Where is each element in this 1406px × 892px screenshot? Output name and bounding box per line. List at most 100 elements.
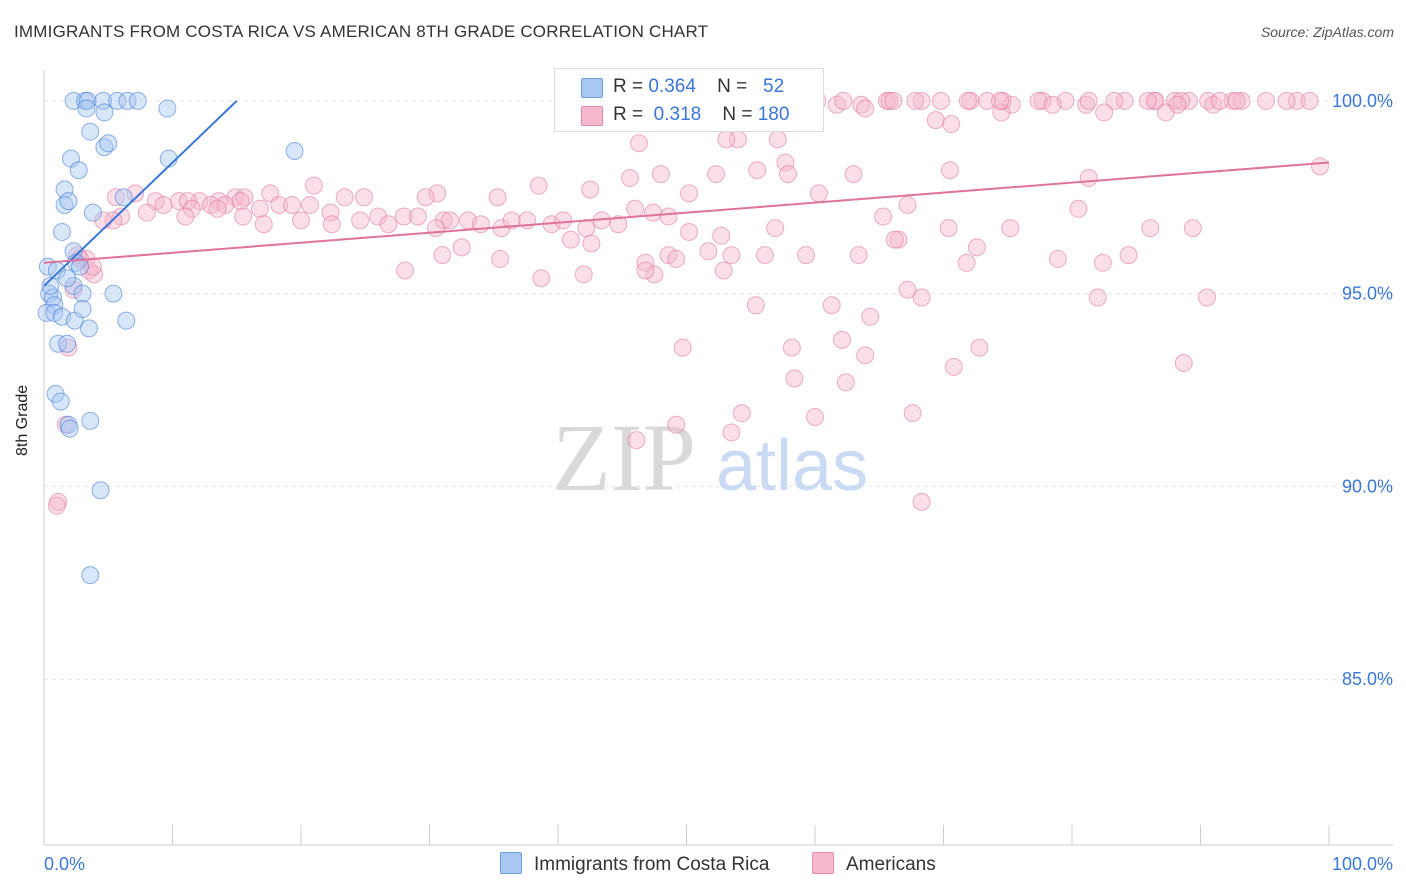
costa-rica-point <box>99 134 118 153</box>
americans-point <box>636 253 655 272</box>
americans-trend-line <box>43 161 1330 264</box>
americans-point <box>1105 91 1124 110</box>
americans-point <box>126 184 145 203</box>
americans-point <box>1179 91 1198 110</box>
x-tick-label: 0.0% <box>44 854 85 874</box>
americans-point <box>849 246 868 265</box>
americans-point <box>967 238 986 257</box>
americans-point <box>47 496 66 515</box>
r-value: 0.364 <box>648 76 696 97</box>
americans-point <box>1138 91 1157 110</box>
americans-point <box>64 280 83 299</box>
americans-point <box>300 195 319 214</box>
americans-point <box>1232 91 1251 110</box>
americans-point <box>768 130 787 149</box>
americans-point <box>1227 91 1246 110</box>
americans-point <box>1095 103 1114 122</box>
americans-point <box>680 222 699 241</box>
americans-point <box>1146 91 1165 110</box>
costa-rica-point <box>64 276 83 295</box>
americans-point <box>766 219 785 238</box>
costa-rica-point <box>128 91 147 110</box>
americans-point <box>379 215 398 234</box>
americans-point <box>898 280 917 299</box>
americans-point <box>874 207 893 226</box>
costa-rica-point <box>37 303 56 322</box>
americans-point <box>304 176 323 195</box>
americans-point <box>1115 91 1134 110</box>
americans-point <box>106 188 125 207</box>
n-label: N = <box>722 104 753 125</box>
y-tick-label: 85.0% <box>1342 669 1393 689</box>
americans-point <box>554 211 573 230</box>
costa-rica-point <box>108 91 127 110</box>
americans-point <box>651 165 670 184</box>
americans-point <box>644 203 663 222</box>
americans-point <box>746 296 765 315</box>
americans-point <box>283 195 302 214</box>
americans-point <box>717 130 736 149</box>
americans-point <box>885 230 904 249</box>
americans-point <box>1002 95 1021 114</box>
americans-point <box>1079 91 1098 110</box>
americans-point <box>880 91 899 110</box>
bottom-legend-costa-rica: Immigrants from Costa Rica <box>500 852 769 876</box>
americans-point <box>561 230 580 249</box>
americans-point <box>834 91 853 110</box>
americans-point <box>939 219 958 238</box>
americans-point <box>434 211 453 230</box>
americans-point <box>1069 199 1088 218</box>
costa-rica-point <box>73 284 92 303</box>
americans-point <box>182 199 201 218</box>
americans-point <box>137 203 156 222</box>
americans-point <box>722 246 741 265</box>
americans-point <box>667 249 686 268</box>
costa-rica-point <box>117 311 136 330</box>
americans-point <box>629 134 648 153</box>
costa-rica-point <box>58 334 77 353</box>
americans-point <box>912 288 931 307</box>
y-tick-label: 90.0% <box>1342 476 1393 496</box>
y-tick-label: 100.0% <box>1332 91 1393 111</box>
r-label: R = <box>613 76 644 97</box>
americans-point <box>1277 91 1296 110</box>
r-label: R = <box>613 104 644 125</box>
americans-point <box>782 338 801 357</box>
americans-point <box>433 246 452 265</box>
americans-point <box>861 307 880 326</box>
americans-point <box>335 188 354 207</box>
americans-point <box>958 91 977 110</box>
americans-point <box>673 338 692 357</box>
axes <box>43 70 1393 846</box>
americans-point <box>471 215 490 234</box>
costa-rica-point <box>77 99 96 118</box>
americans-point <box>1001 219 1020 238</box>
americans-point <box>581 180 600 199</box>
americans-point <box>502 211 521 230</box>
americans-point <box>898 195 917 214</box>
gridlines <box>44 100 1393 680</box>
legend-stats-costa-rica: R = 0.364 N = 52 <box>613 76 784 98</box>
americans-point <box>254 215 273 234</box>
stats-legend: R = 0.364 N = 52 R = 0.318 N = 180 <box>554 68 824 132</box>
americans-point <box>992 103 1011 122</box>
r-value: 0.318 <box>653 104 702 125</box>
costa-rica-point <box>51 392 70 411</box>
americans-point <box>707 165 726 184</box>
americans-point <box>1197 288 1216 307</box>
americans-point <box>416 188 435 207</box>
americans-point <box>1183 219 1202 238</box>
americans-point <box>488 188 507 207</box>
costa-rica-point <box>78 91 97 110</box>
bottom-legend-label-costa-rica: Immigrants from Costa Rica <box>534 854 770 875</box>
source-label: Source: ZipAtlas.com <box>1260 24 1394 40</box>
americans-point <box>627 431 646 450</box>
costa-rica-point <box>81 122 100 141</box>
americans-point <box>1287 91 1306 110</box>
costa-rica-point <box>158 99 177 118</box>
americans-point <box>822 296 841 315</box>
bottom-legend-swatch-americans <box>812 852 834 874</box>
americans-point <box>154 195 173 214</box>
americans-point <box>321 203 340 222</box>
americans-point <box>452 238 471 257</box>
